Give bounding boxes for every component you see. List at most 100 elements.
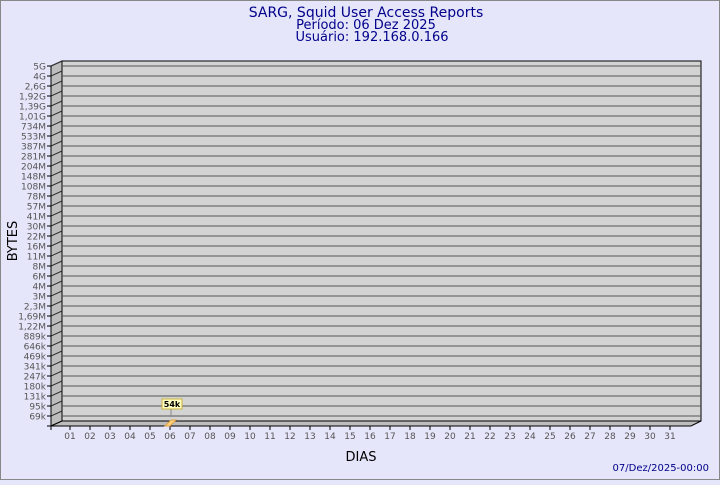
y-tick-label: 4M [33,283,47,293]
footer-timestamp: 07/Dez/2025-00:00 [613,463,709,474]
y-tick-label: 469k [24,353,47,363]
gridline-side [50,180,63,187]
x-tick-label: 10 [244,432,256,442]
gridline-side [50,130,63,137]
gridline-side [50,110,63,117]
x-tick-label: 11 [264,432,275,442]
x-tick-label: 12 [284,432,295,442]
gridline-side [50,100,63,107]
gridline-side [50,140,63,147]
x-tick-label: 20 [444,432,456,442]
y-tick-label: 341k [24,363,47,373]
y-tick-label: 11M [27,253,46,263]
gridline-side [50,350,63,357]
x-tick-label: 28 [604,432,616,442]
gridline-side [50,370,63,377]
chart-title: SARG, Squid User Access Reports [249,5,484,21]
x-tick-label: 16 [364,432,376,442]
gridline-side [50,310,63,317]
y-tick-label: 3M [33,293,47,303]
gridline-side [50,190,63,197]
gridline-side [50,250,63,257]
y-tick-label: 281M [21,153,46,163]
y-tick-label: 4G [33,73,46,83]
y-tick-label: 57M [27,203,46,213]
y-tick-label: 148M [21,173,46,183]
y-tick-label: 1,92G [19,93,46,103]
y-tick-label: 41M [27,213,46,223]
y-tick-label: 2,3M [24,303,46,313]
gridline-side [50,80,63,87]
gridline-side [50,380,63,387]
y-tick-label: 247k [24,373,47,383]
x-tick-label: 14 [324,432,336,442]
y-tick-label: 30M [27,223,46,233]
x-tick-label: 24 [524,432,536,442]
x-tick-label: 07 [184,432,195,442]
gridline-side [50,320,63,327]
x-tick-label: 01 [64,432,75,442]
y-tick-label: 69k [29,413,46,423]
gridline-side [50,410,63,417]
gridline-side [50,290,63,297]
gridline-side [50,280,63,287]
x-tick-label: 27 [584,432,595,442]
y-tick-label: 180k [24,383,47,393]
gridline-side [50,120,63,127]
x-tick-label: 30 [644,432,656,442]
x-axis-label: DIAS [346,450,377,465]
gridline-side [50,360,63,367]
bar-data-label: 54k [164,400,181,409]
y-tick-label: 1,39G [19,103,46,113]
x-tick-label: 18 [404,432,416,442]
y-tick-label: 8M [33,263,47,273]
y-tick-label: 16M [27,243,46,253]
x-tick-label: 26 [564,432,576,442]
y-tick-label: 533M [21,133,46,143]
x-tick-label: 02 [84,432,95,442]
y-tick-label: 1,22M [18,323,46,333]
chart-user: Usuário: 192.168.0.166 [295,30,448,45]
gridline-side [50,60,63,67]
y-tick-label: 2,6G [25,83,46,93]
bar-06 [163,419,178,427]
plot-back-wall [61,60,702,422]
x-tick-label: 31 [664,432,675,442]
y-tick-label: 108M [21,183,46,193]
x-tick-label: 21 [464,432,475,442]
gridline-side [50,390,63,397]
y-tick-label: 1,69M [18,313,46,323]
x-tick-label: 08 [204,432,216,442]
x-tick-label: 23 [504,432,515,442]
plot-area: 5G4G2,6G1,92G1,39G1,01G734M533M387M281M2… [18,60,702,442]
y-tick-label: 6M [33,273,47,283]
gridline-side [50,170,63,177]
gridline-side [50,300,63,307]
gridline-side [50,210,63,217]
x-tick-label: 22 [484,432,495,442]
x-tick-label: 15 [344,432,355,442]
gridline-side [50,200,63,207]
x-tick-label: 19 [424,432,436,442]
gridline-side [50,230,63,237]
plot-floor [50,420,702,427]
x-tick-label: 09 [224,432,236,442]
x-tick-label: 13 [304,432,315,442]
x-tick-label: 04 [124,432,136,442]
x-tick-label: 06 [164,432,176,442]
y-tick-label: 22M [27,233,46,243]
x-tick-label: 29 [624,432,636,442]
x-tick-label: 03 [104,432,115,442]
y-tick-label: 78M [27,193,46,203]
y-tick-label: 734M [21,123,46,133]
y-tick-label: 5G [33,63,46,73]
gridline-side [50,240,63,247]
gridline-side [50,340,63,347]
y-tick-label: 131k [24,393,47,403]
y-tick-label: 387M [21,143,46,153]
bar-label-box [161,398,183,410]
gridline-side [50,90,63,97]
gridline-side [50,260,63,267]
